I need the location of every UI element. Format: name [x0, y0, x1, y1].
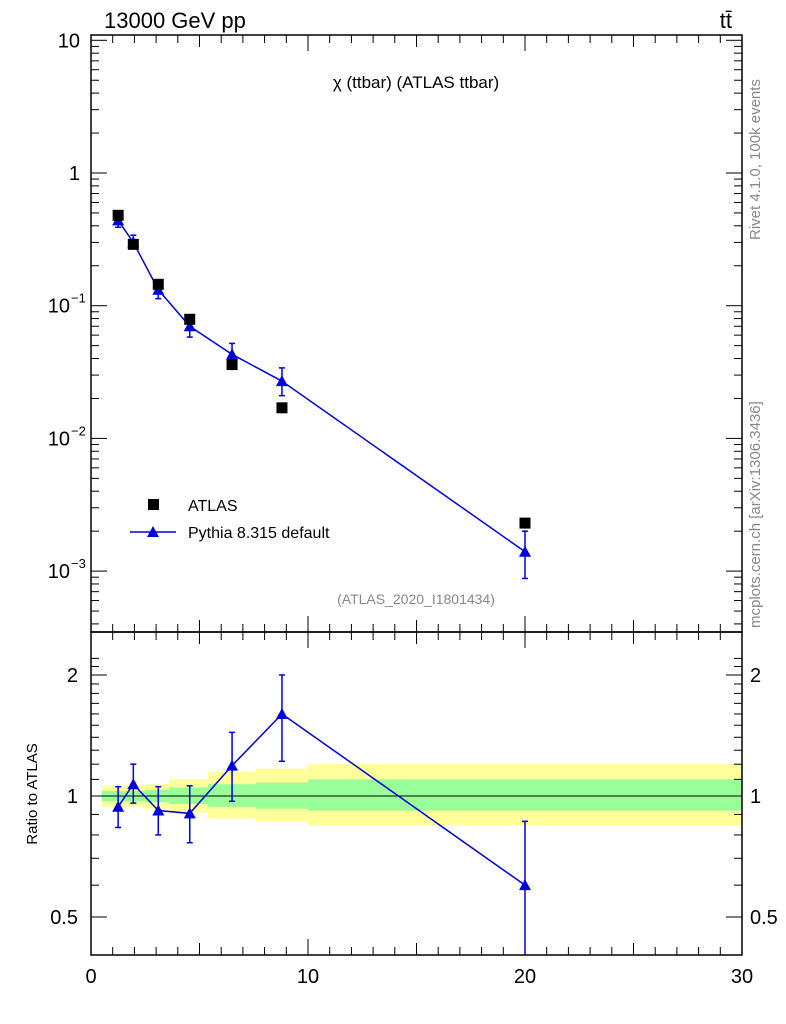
main-y-tick-exponent: −1 [71, 291, 86, 306]
atlas-point [127, 238, 139, 250]
atlas-point [276, 402, 288, 414]
legend: ATLAS Pythia 8.315 default [130, 498, 330, 542]
ratio-x-tick-label: 20 [514, 966, 536, 988]
main-y-tick-label: 10 [48, 296, 70, 318]
main-y-tick-label: 10 [58, 30, 80, 52]
ratio-pythia-point [519, 879, 531, 891]
legend-pythia-label: Pythia 8.315 default [188, 525, 330, 542]
ratio-plot-frame [90, 631, 743, 956]
main-y-tick-exponent: −2 [71, 423, 86, 438]
ratio-y-tick-label-right: 2 [750, 665, 761, 687]
ratio-pythia-point [275, 707, 288, 719]
process-label: tt̄ [720, 8, 732, 33]
legend-pythia-marker [147, 526, 159, 537]
atlas-point [152, 278, 164, 290]
legend-atlas-marker [148, 499, 159, 510]
rivet-version-label: Rivet 4.1.0, 100k events [747, 79, 764, 240]
main-plot-panel: χ (ttbar) (ATLAS ttbar) (ATLAS_2020_I180… [48, 30, 743, 633]
ratio-y-tick-label-right: 1 [750, 786, 761, 808]
pythia-point [226, 348, 239, 360]
ratio-pythia-point [127, 778, 140, 790]
ratio-y-tick-label-left: 2 [67, 665, 78, 687]
ratio-x-tick-label: 0 [85, 966, 96, 988]
main-x-ticks [90, 35, 743, 632]
ratio-y-tick-label-left: 1 [67, 786, 78, 808]
atlas-point [519, 517, 531, 529]
main-y-tick-label: 10 [48, 428, 70, 450]
pythia-point [183, 320, 196, 332]
pythia-point [275, 375, 288, 387]
ratio-y-tick-label-right: 0.5 [750, 907, 778, 929]
analysis-watermark: (ATLAS_2020_I1801434) [337, 591, 495, 607]
atlas-point [112, 209, 124, 221]
pythia-point [519, 545, 531, 557]
legend-atlas-label: ATLAS [188, 498, 238, 515]
main-series-layer [112, 209, 531, 580]
ratio-y-tick-label-left: 0.5 [50, 907, 78, 929]
ratio-ticks: 2 2 1 1 0.5 0.5 0 10 20 30 [50, 665, 778, 988]
ratio-uncertainty-bands [101, 764, 742, 826]
ratio-plot-panel: 2 2 1 1 0.5 0.5 0 10 20 30 Ratio to ATLAS [24, 631, 778, 988]
main-y-tick-label: 10 [48, 561, 70, 583]
ratio-pythia-point [112, 800, 125, 812]
atlas-point [226, 359, 238, 371]
main-y-tick-label: 1 [69, 163, 80, 185]
main-y-tick-exponent: −3 [71, 556, 86, 571]
ratio-pythia-point [183, 807, 196, 819]
mcplots-label: mcplots.cern.ch [arXiv:1306.3436] [747, 401, 764, 628]
atlas-point [184, 313, 196, 325]
energy-label: 13000 GeV pp [104, 8, 246, 33]
main-plot-frame [90, 34, 743, 633]
ratio-inner-band [308, 779, 742, 811]
ratio-x-tick-label: 10 [297, 966, 319, 988]
ratio-y-axis-label: Ratio to ATLAS [24, 743, 41, 844]
ratio-x-tick-label: 30 [731, 966, 753, 988]
main-minor-ticks [91, 45, 742, 625]
ratio-pythia-point [152, 804, 165, 816]
ratio-pythia-point [226, 759, 239, 771]
ratio-series-layer [112, 674, 531, 955]
pythia-curve [117, 219, 526, 553]
main-plot-title: χ (ttbar) (ATLAS ttbar) [333, 73, 499, 92]
